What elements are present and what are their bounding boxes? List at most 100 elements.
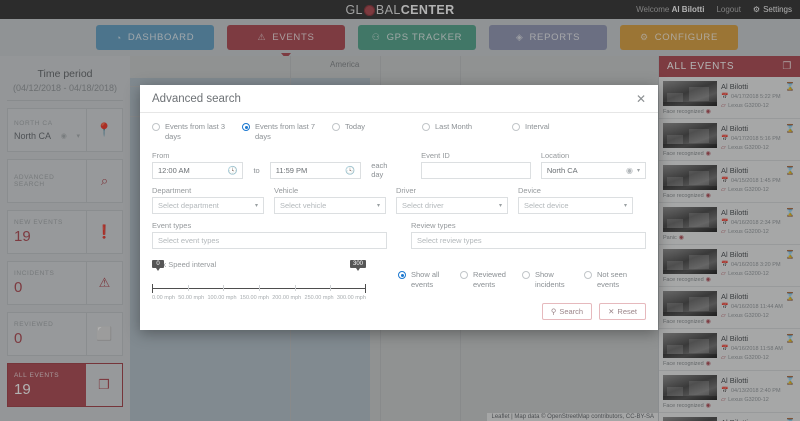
settings-link[interactable]: ⚙ Settings bbox=[753, 5, 792, 14]
eye-icon[interactable]: ◉ bbox=[705, 193, 711, 199]
gear-icon: ⚙ bbox=[639, 32, 649, 42]
nav-tab-configure[interactable]: ⚙ CONFIGURE bbox=[620, 25, 738, 50]
chevron-down-icon[interactable]: ▾ bbox=[623, 203, 627, 210]
dialog-body: Events from last 3 days Events from last … bbox=[140, 113, 658, 330]
event-vehicle-row: ▱ Lexus G3200-12 bbox=[721, 144, 795, 152]
event-thumbnail[interactable] bbox=[663, 291, 717, 316]
radio-button[interactable] bbox=[522, 271, 530, 280]
event-tag: Face recognized ◉ bbox=[663, 150, 717, 158]
left-sidebar: Time period (04/12/2018 - 04/18/2018) NO… bbox=[0, 56, 130, 421]
event-list-item[interactable]: Face recognized ◉ Al Bilotti 📅 04/15/2018 1:… bbox=[659, 161, 800, 203]
car-icon: ▱ bbox=[721, 271, 726, 277]
event-thumbnail[interactable] bbox=[663, 375, 717, 400]
event-thumbnail[interactable] bbox=[663, 333, 717, 358]
sidebar-card-incidents[interactable]: INCIDENTS 0 ⚠ bbox=[7, 261, 123, 305]
vehicle-select[interactable]: Select vehicle ▾ bbox=[274, 197, 386, 215]
card-label: ADVANCED SEARCH bbox=[14, 174, 55, 188]
eye-icon[interactable]: ◉ bbox=[705, 361, 711, 367]
clock-icon[interactable]: 🕓 bbox=[227, 166, 238, 176]
event-list-item[interactable]: Face recognized ◉ Al Bilotti 📅 04/16/2018 3:… bbox=[659, 245, 800, 287]
event-info: Al Bilotti 📅 04/15/2018 1:45 PM ▱ Lexus G320… bbox=[721, 165, 795, 199]
reset-button[interactable]: ✕ Reset bbox=[599, 303, 646, 320]
folder-icon[interactable]: ❐ bbox=[782, 61, 792, 72]
event-thumbnail[interactable] bbox=[663, 165, 717, 190]
eye-icon[interactable]: ◉ bbox=[705, 403, 711, 409]
eye-icon[interactable]: ◉ bbox=[678, 235, 685, 241]
event-thumbnail-wrap: Face recognized◉ bbox=[663, 417, 717, 421]
location-select[interactable]: North CA ◉ ▾ bbox=[540, 162, 647, 180]
location-select[interactable]: North CA ◉ ▾ bbox=[14, 131, 80, 141]
event-list-item[interactable]: Face recognized◉Al Bilotti📅04/13/2018 2:… bbox=[659, 413, 800, 421]
chevron-down-icon[interactable]: ▾ bbox=[498, 203, 502, 210]
radio-show-incidents[interactable]: Show incidents bbox=[522, 270, 584, 290]
nav-tab-dashboard[interactable]: ◔ DASHBOARD bbox=[96, 25, 214, 50]
close-icon[interactable]: ✕ bbox=[635, 91, 646, 106]
event-list-item[interactable]: Face recognized ◉ Al Bilotti 📅 04/17/2018 5:… bbox=[659, 77, 800, 119]
radio-button[interactable] bbox=[398, 271, 406, 280]
event-list-item[interactable]: Panic ◉ Al Bilotti 📅 04/16/2018 2:34 PM ▱ Lexu… bbox=[659, 203, 800, 245]
chevron-down-icon[interactable]: ▾ bbox=[637, 168, 641, 175]
radio-show-all-events[interactable]: Show all events bbox=[398, 270, 460, 290]
event-thumbnail[interactable] bbox=[663, 81, 717, 106]
event-thumbnail[interactable] bbox=[663, 123, 717, 148]
eye-icon[interactable]: ◉ bbox=[705, 319, 711, 325]
radio-interval[interactable]: Interval bbox=[512, 122, 602, 142]
nav-tab-gps-tracker[interactable]: ⚇ GPS TRACKER bbox=[358, 25, 476, 50]
event-thumbnail[interactable] bbox=[663, 207, 717, 232]
radio-button[interactable] bbox=[332, 123, 340, 131]
sidebar-card-location[interactable]: NORTH CA North CA ◉ ▾ 📍 bbox=[7, 108, 123, 152]
sidebar-card-all-events[interactable]: ALL EVENTS 19 ❐ bbox=[7, 363, 123, 407]
chevron-down-icon[interactable]: ▾ bbox=[76, 132, 80, 140]
event-id-input[interactable] bbox=[421, 162, 531, 180]
eye-icon[interactable]: ◉ bbox=[705, 109, 711, 115]
clear-icon[interactable]: ◉ bbox=[626, 166, 633, 176]
event-thumbnail[interactable] bbox=[663, 417, 717, 421]
car-icon: ▱ bbox=[721, 103, 726, 109]
logout-link[interactable]: Logout bbox=[716, 5, 741, 14]
to-time-input[interactable]: 11:59 PM 🕓 bbox=[269, 162, 362, 180]
clear-icon[interactable]: ◉ bbox=[60, 132, 67, 140]
max-speed-slider[interactable]: Max Speed interval 0 300 0.00 mph 50.00 m… bbox=[152, 260, 366, 301]
slider-track[interactable] bbox=[152, 284, 366, 294]
radio-not-seen-events[interactable]: Not seen events bbox=[584, 270, 646, 290]
event-list-item[interactable]: Face recognized ◉ Al Bilotti 📅 04/16/2018 11… bbox=[659, 329, 800, 371]
radio-button[interactable] bbox=[584, 271, 592, 280]
device-select[interactable]: Select device ▾ bbox=[518, 197, 633, 215]
clock-icon[interactable]: 🕓 bbox=[345, 166, 356, 176]
slider-handle-min[interactable]: 0 bbox=[152, 260, 164, 272]
radio-events-from-last-7-days[interactable]: Events from last 7 days bbox=[242, 122, 332, 142]
radio-reviewed-events[interactable]: Reviewed events bbox=[460, 270, 522, 290]
search-button[interactable]: ⚲ Search bbox=[541, 303, 593, 320]
review-types-select[interactable]: Select review types bbox=[411, 232, 646, 250]
sidebar-card-advanced-search[interactable]: ADVANCED SEARCH ⌕ bbox=[7, 159, 123, 203]
card-value: 0 bbox=[14, 330, 23, 347]
chevron-down-icon[interactable]: ▾ bbox=[254, 203, 258, 210]
slider-handle-max[interactable]: 300 bbox=[349, 260, 366, 272]
sidebar-card-new-events[interactable]: NEW EVENTS 19 ❗ bbox=[7, 210, 123, 254]
event-time: 04/16/2018 2:34 PM bbox=[730, 219, 781, 226]
radio-button[interactable] bbox=[460, 271, 468, 280]
radio-button[interactable] bbox=[152, 123, 160, 131]
radio-button[interactable] bbox=[422, 123, 430, 131]
eye-icon[interactable]: ◉ bbox=[705, 277, 711, 283]
event-list-item[interactable]: Face recognized ◉ Al Bilotti 📅 04/17/2018 5:… bbox=[659, 119, 800, 161]
driver-select[interactable]: Select driver ▾ bbox=[396, 197, 508, 215]
event-types-select[interactable]: Select event types bbox=[152, 232, 387, 250]
nav-tab-events[interactable]: ⚠ EVENTS bbox=[227, 25, 345, 59]
from-time-input[interactable]: 12:00 AM 🕓 bbox=[152, 162, 244, 180]
radio-button[interactable] bbox=[242, 123, 250, 131]
radio-button[interactable] bbox=[512, 123, 520, 131]
department-select[interactable]: Select department ▾ bbox=[152, 197, 264, 215]
event-time-row: 📅 04/17/2018 5:16 PM bbox=[721, 135, 795, 143]
sidebar-card-reviewed[interactable]: REVIEWED 0 ⬜ bbox=[7, 312, 123, 356]
event-list-item[interactable]: Face recognized ◉ Al Bilotti 📅 04/16/2018 11… bbox=[659, 287, 800, 329]
event-list-item[interactable]: Face recognized◉Al Bilotti📅04/13/2018 2:… bbox=[659, 371, 800, 413]
radio-today[interactable]: Today bbox=[332, 122, 422, 142]
chevron-down-icon[interactable]: ▾ bbox=[376, 203, 380, 210]
nav-tab-reports[interactable]: ◈ REPORTS bbox=[489, 25, 607, 50]
hourglass-icon: ⌛ bbox=[785, 334, 795, 343]
event-thumbnail[interactable] bbox=[663, 249, 717, 274]
eye-icon[interactable]: ◉ bbox=[705, 151, 711, 157]
radio-events-from-last-3-days[interactable]: Events from last 3 days bbox=[152, 122, 242, 142]
radio-last-month[interactable]: Last Month bbox=[422, 122, 512, 142]
